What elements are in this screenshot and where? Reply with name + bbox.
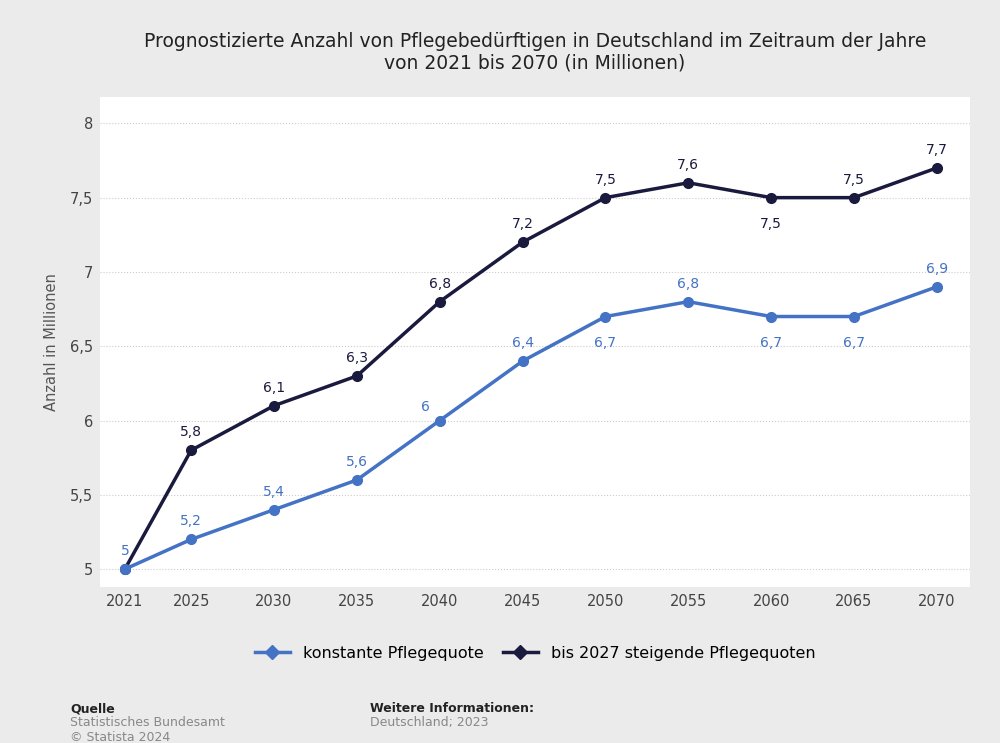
Text: 7,7: 7,7 <box>926 143 948 157</box>
Text: 5: 5 <box>120 544 129 558</box>
Text: 6,9: 6,9 <box>926 262 948 276</box>
Text: 6,8: 6,8 <box>677 276 699 291</box>
Text: Quelle: Quelle <box>70 702 115 715</box>
Text: 7,6: 7,6 <box>677 158 699 172</box>
Text: Deutschland; 2023: Deutschland; 2023 <box>370 716 488 728</box>
Text: 7,5: 7,5 <box>760 217 782 231</box>
Text: 6,8: 6,8 <box>429 276 451 291</box>
Text: 5,2: 5,2 <box>180 514 202 528</box>
Text: 7,5: 7,5 <box>843 172 865 186</box>
Text: 6,7: 6,7 <box>594 336 616 350</box>
Text: 6,7: 6,7 <box>760 336 782 350</box>
Text: 5,6: 5,6 <box>346 455 368 469</box>
Text: 6: 6 <box>421 400 430 414</box>
Text: 7,5: 7,5 <box>594 172 616 186</box>
Text: 5,8: 5,8 <box>180 425 202 439</box>
Text: Statistisches Bundesamt
© Statista 2024: Statistisches Bundesamt © Statista 2024 <box>70 716 225 743</box>
Text: 6,7: 6,7 <box>843 336 865 350</box>
Legend: konstante Pflegequote, bis 2027 steigende Pflegequoten: konstante Pflegequote, bis 2027 steigend… <box>248 639 822 667</box>
Text: 7,2: 7,2 <box>512 217 534 231</box>
Text: 6,1: 6,1 <box>263 380 285 395</box>
Text: 6,4: 6,4 <box>512 336 534 350</box>
Title: Prognostizierte Anzahl von Pflegebedürftigen in Deutschland im Zeitraum der Jahr: Prognostizierte Anzahl von Pflegebedürft… <box>144 32 926 73</box>
Text: 6,3: 6,3 <box>346 351 368 365</box>
Text: 5,4: 5,4 <box>263 484 285 499</box>
Y-axis label: Anzahl in Millionen: Anzahl in Millionen <box>44 273 59 411</box>
Text: Weitere Informationen:: Weitere Informationen: <box>370 702 534 715</box>
